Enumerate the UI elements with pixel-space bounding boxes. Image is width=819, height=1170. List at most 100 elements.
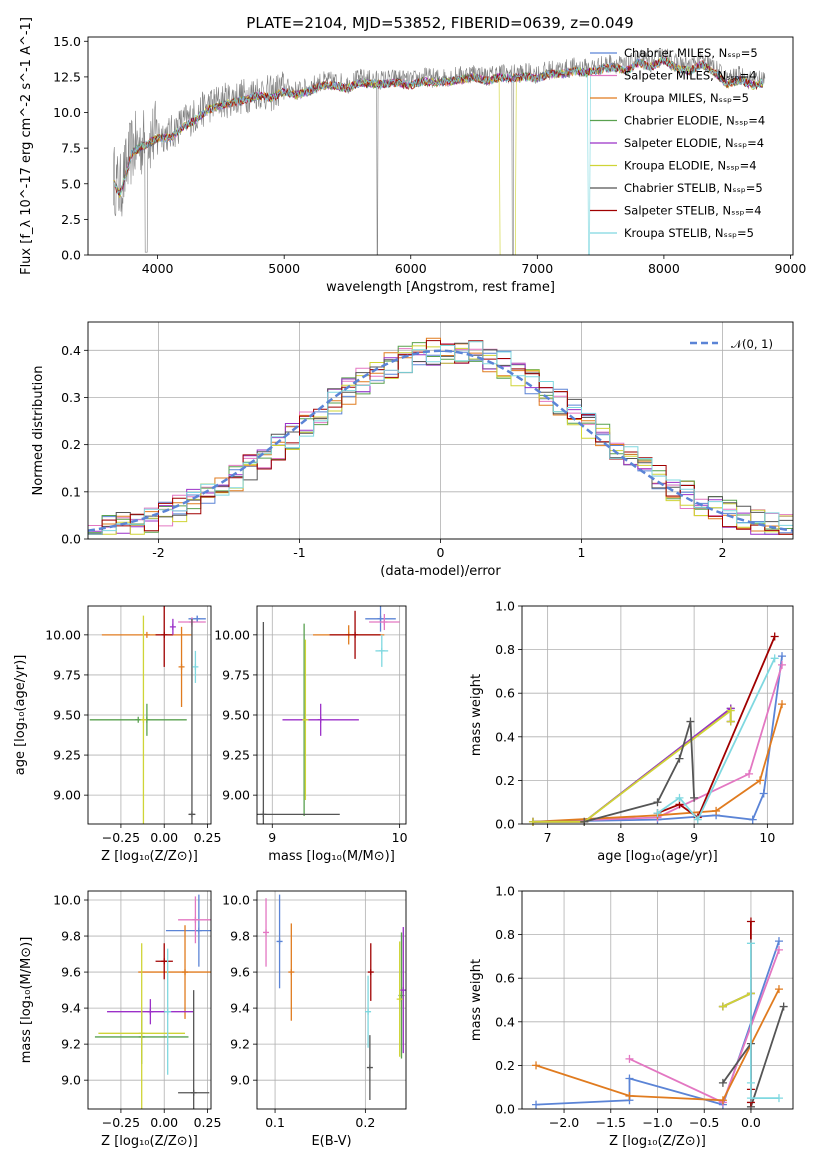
- series-line: [532, 655, 783, 823]
- y-tick-label: 1.0: [495, 884, 515, 899]
- data-point: [178, 663, 185, 670]
- y-tick-label: 9.00: [222, 788, 250, 803]
- series-marker: [718, 1096, 727, 1105]
- y-tick-label: 1.0: [495, 599, 515, 614]
- x-tick-label: 0.25: [194, 830, 222, 845]
- y-tick-label: 0.0: [61, 248, 81, 263]
- data-point: [138, 1030, 145, 1037]
- series-marker: [779, 1002, 788, 1011]
- y-tick-label: 5.0: [61, 176, 81, 191]
- data-point: [161, 958, 168, 965]
- data-point: [366, 1064, 373, 1071]
- series-marker: [746, 917, 755, 926]
- spectrum-legend: Chabrier MILES, Nₛₛₚ=5 Salpeter MILES, Nₛ…: [590, 46, 765, 240]
- x-tick-label: −2.0: [549, 1115, 579, 1130]
- y-tick-label: 0.8: [495, 642, 515, 657]
- data-point: [161, 631, 168, 638]
- x-tick-label: 0.00: [150, 1115, 178, 1130]
- legend-entry: Kroupa ELODIE, Nₛₛₚ=4: [624, 159, 757, 173]
- series-marker: [690, 793, 699, 802]
- y-tick-label: 0.6: [495, 971, 515, 986]
- massweight-vs-age-plot-area: [528, 632, 787, 826]
- series-marker: [625, 1054, 634, 1063]
- data-point: [400, 987, 406, 994]
- series-marker: [653, 798, 662, 807]
- data-point: [164, 1008, 171, 1015]
- y-axis-label: age [log₁₀(age/yr)]: [13, 655, 28, 776]
- axes-frame: [256, 890, 407, 1110]
- series-line: [722, 992, 752, 1008]
- axes-frame: [87, 36, 794, 256]
- series-marker: [625, 1074, 634, 1083]
- data-point: [367, 969, 374, 976]
- axes-frame: [521, 605, 794, 825]
- data-point: [190, 1089, 197, 1096]
- data-point: [169, 623, 176, 630]
- x-tick-label: 8000: [648, 261, 680, 276]
- x-tick-label: 0: [437, 545, 445, 560]
- y-tick-label: 0.4: [61, 343, 81, 358]
- y-tick-label: 0.2: [495, 1058, 515, 1073]
- x-tick-label: -2: [152, 545, 164, 560]
- age-vs-Z-panel: −0.25 0.00 0.25 9.00 9.25 9.50 9.75 10.00 Z [log…: [13, 605, 222, 864]
- y-tick-label: 9.6: [61, 965, 81, 980]
- x-tick-label: 0.2: [355, 1115, 375, 1130]
- y-tick-label: 0.1: [61, 484, 81, 499]
- y-tick-label: 0.0: [495, 817, 515, 832]
- data-point: [192, 916, 199, 923]
- y-tick-label: 0.4: [495, 729, 515, 744]
- series-marker: [778, 652, 787, 661]
- mass-vs-Z-plot-area: [94, 894, 211, 1109]
- y-axis-label: Normed distribution: [31, 366, 46, 496]
- y-tick-label: 9.8: [230, 929, 250, 944]
- data-point: [140, 716, 147, 723]
- data-point: [276, 938, 283, 945]
- y-tick-label: 9.00: [53, 788, 81, 803]
- x-axis-label: Z [log₁₀(Z/Z⊙)]: [101, 1134, 198, 1149]
- series-marker: [770, 654, 779, 663]
- y-tick-label: 7.5: [61, 141, 81, 156]
- y-tick-label: 9.75: [222, 667, 250, 682]
- y-tick-label: 10.0: [53, 105, 81, 120]
- data-point: [377, 615, 384, 622]
- y-tick-label: 9.50: [222, 708, 250, 723]
- data-point: [378, 647, 385, 654]
- y-tick-label: 0.0: [495, 1102, 515, 1117]
- x-axis-label: E(B-V): [311, 1134, 351, 1149]
- x-tick-label: 6000: [395, 261, 427, 276]
- data-point: [143, 631, 150, 638]
- axes-frame: [87, 321, 794, 540]
- data-point: [365, 1008, 372, 1015]
- y-tick-label: 9.25: [53, 748, 81, 763]
- data-point: [317, 716, 324, 723]
- y-tick-label: 9.2: [61, 1037, 81, 1052]
- series-marker: [778, 700, 787, 709]
- series-marker: [653, 809, 662, 818]
- x-tick-label: 9000: [775, 261, 807, 276]
- x-tick-label: 7: [544, 830, 552, 845]
- normal-curve: [88, 349, 793, 532]
- legend-entry: Kroupa MILES, Nₛₛₚ=5: [624, 91, 749, 105]
- x-axis-label: wavelength [Angstrom, rest frame]: [326, 280, 555, 295]
- x-tick-label: −0.25: [102, 830, 140, 845]
- series-marker: [774, 985, 783, 994]
- x-tick-label: −1.5: [596, 1115, 626, 1130]
- series-marker: [759, 789, 768, 798]
- y-tick-label: 9.50: [53, 708, 81, 723]
- massweight-vs-age-panel: 7 8 9 10 0.0 0.2 0.4 0.6 0.8 1.0 age [log₁₀(age/yr…: [469, 599, 794, 864]
- series-marker: [675, 793, 684, 802]
- x-tick-label: −0.5: [689, 1115, 719, 1130]
- legend-entry: 𝒩(0, 1): [731, 337, 773, 351]
- x-tick-label: -1: [293, 545, 305, 560]
- age-vs-mass-panel: 9 10 9.00 9.25 9.50 9.75 10.00 mass [log₁₀(M/M⊙…: [214, 605, 408, 864]
- y-tick-label: 10.0: [222, 893, 250, 908]
- age-vs-Z-plot-area: [89, 606, 206, 824]
- series-marker: [726, 717, 735, 726]
- y-tick-label: 9.0: [230, 1073, 250, 1088]
- data-point: [135, 716, 142, 723]
- x-tick-label: −1.0: [642, 1115, 672, 1130]
- massweight-vs-Z-plot-area: [532, 917, 788, 1111]
- series-line: [750, 943, 779, 1099]
- y-tick-label: 9.75: [53, 667, 81, 682]
- series-marker: [778, 660, 787, 669]
